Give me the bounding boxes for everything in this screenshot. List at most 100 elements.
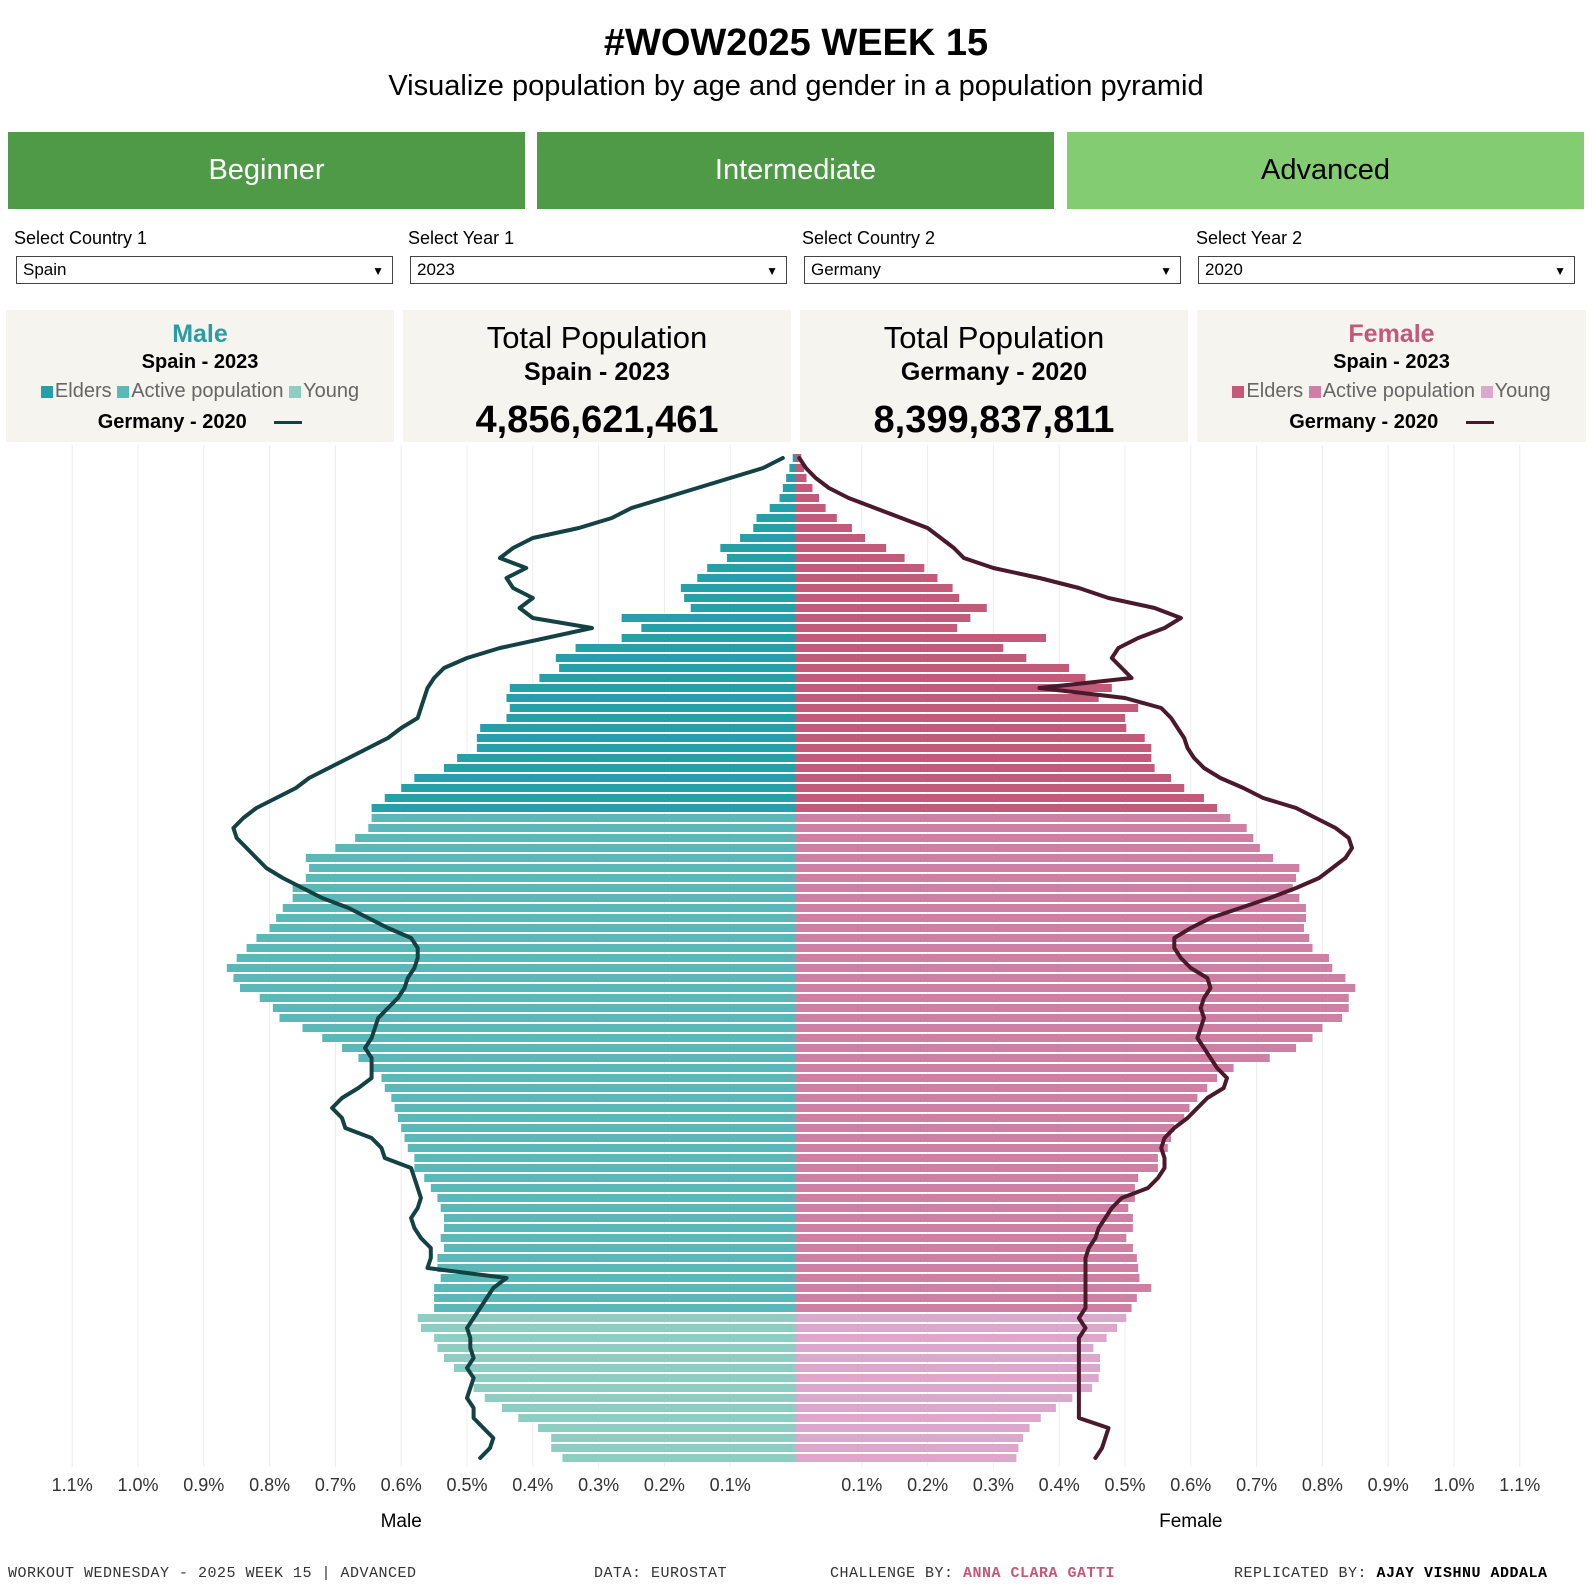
female-bar [796,1124,1175,1132]
female-bar [796,874,1297,882]
total-population-card-1: Total Population Spain - 2023 4,856,621,… [403,310,791,442]
female-bar [796,694,1099,702]
chevron-down-icon: ▼ [1160,264,1172,278]
male-bar [269,924,797,932]
female-bar [796,1424,1030,1432]
female-bar [796,1284,1152,1292]
male-tick-label: 1.1% [52,1475,93,1495]
female-bar [796,834,1254,842]
female-bar [796,1154,1158,1162]
male-bar [480,724,796,732]
tab-advanced[interactable]: Advanced [1067,132,1584,209]
female-bar [796,1114,1185,1122]
female-bar [796,864,1300,872]
female-bar [796,974,1346,982]
female-bar [796,644,1004,652]
female-tick-label: 1.1% [1499,1475,1540,1495]
female-bar [796,924,1304,932]
female-line-swatch [1465,421,1494,425]
male-line-label: Germany - 2020 [97,411,247,433]
footer-left: WORKOUT WEDNESDAY - 2025 WEEK 15 | ADVAN… [8,1565,417,1582]
year1-select[interactable]: 2023 ▼ [410,256,787,284]
chevron-down-icon: ▼ [766,264,778,278]
male-bar [276,914,796,922]
female-bar [796,1014,1343,1022]
female-bar [796,894,1300,902]
female-bar [796,764,1155,772]
male-tick-label: 0.5% [446,1475,487,1495]
male-bar [641,624,796,632]
male-bar [551,1434,796,1442]
chevron-down-icon: ▼ [1554,264,1566,278]
male-bar [501,1404,796,1412]
female-bar [796,1084,1208,1092]
tab-beginner[interactable]: Beginner [8,132,525,209]
female-bar [796,994,1349,1002]
female-tick-label: 0.7% [1236,1475,1277,1495]
male-axis-label: Male [381,1511,422,1532]
male-tick-label: 0.1% [710,1475,751,1495]
female-bar [796,614,971,622]
female-bar [796,624,958,632]
male-bar [397,1114,796,1122]
total-population-subtitle: Germany - 2020 [900,358,1088,386]
male-bar [753,524,796,532]
country1-value: Spain [23,260,67,279]
male-bar [473,1374,796,1382]
female-tick-label: 0.1% [841,1475,882,1495]
male-line-swatch [274,421,303,425]
male-bar [226,964,796,972]
female-bar [796,1004,1349,1012]
male-bar [256,934,796,942]
male-legend-elders: Elders [54,380,112,402]
male-bar [518,1414,796,1422]
female-bar [796,664,1070,672]
country2-label: Select Country 2 [802,228,936,248]
male-bar [697,574,796,582]
male-bar [305,854,796,862]
male-bar [437,1344,796,1352]
male-tick-label: 0.2% [644,1475,685,1495]
male-tick-label: 0.9% [183,1475,224,1495]
female-bar [796,1404,1056,1412]
female-legend-elders: Elders [1246,380,1304,402]
female-bar [796,964,1333,972]
female-title: Female [1348,320,1435,348]
female-bar [796,1194,1135,1202]
male-bar [302,1024,796,1032]
total-population-value: 4,856,621,461 [475,399,719,441]
male-bar [680,584,796,592]
tab-intermediate[interactable]: Intermediate [537,132,1054,209]
male-bar [779,494,796,502]
country1-select[interactable]: Spain ▼ [16,256,393,284]
female-bar [796,584,953,592]
female-bar [796,524,852,532]
male-bar [434,1294,796,1302]
male-bar [457,754,796,762]
female-tick-label: 0.2% [907,1475,948,1495]
male-bar [443,1244,796,1252]
male-bar [476,744,796,752]
male-bar [272,1004,796,1012]
country2-select[interactable]: Germany ▼ [804,256,1181,284]
female-bar [796,594,960,602]
female-bar [796,514,837,522]
male-tick-label: 0.8% [249,1475,290,1495]
page-subtitle: Visualize population by age and gender i… [388,70,1204,102]
male-line-legend: Germany - 2020 [6,411,394,434]
male-bar [443,1224,796,1232]
female-bar [796,494,820,502]
female-bar [796,1324,1118,1332]
male-bar [621,614,796,622]
male-bar [430,1184,796,1192]
female-bar [796,574,938,582]
male-bar [440,1274,796,1282]
female-bar [796,744,1152,752]
female-bar [796,484,813,492]
female-bar [796,1304,1132,1312]
year2-select[interactable]: 2020 ▼ [1198,256,1575,284]
female-bar [796,814,1231,822]
male-bar [424,1174,796,1182]
male-bar [707,564,796,572]
chevron-down-icon: ▼ [372,264,384,278]
